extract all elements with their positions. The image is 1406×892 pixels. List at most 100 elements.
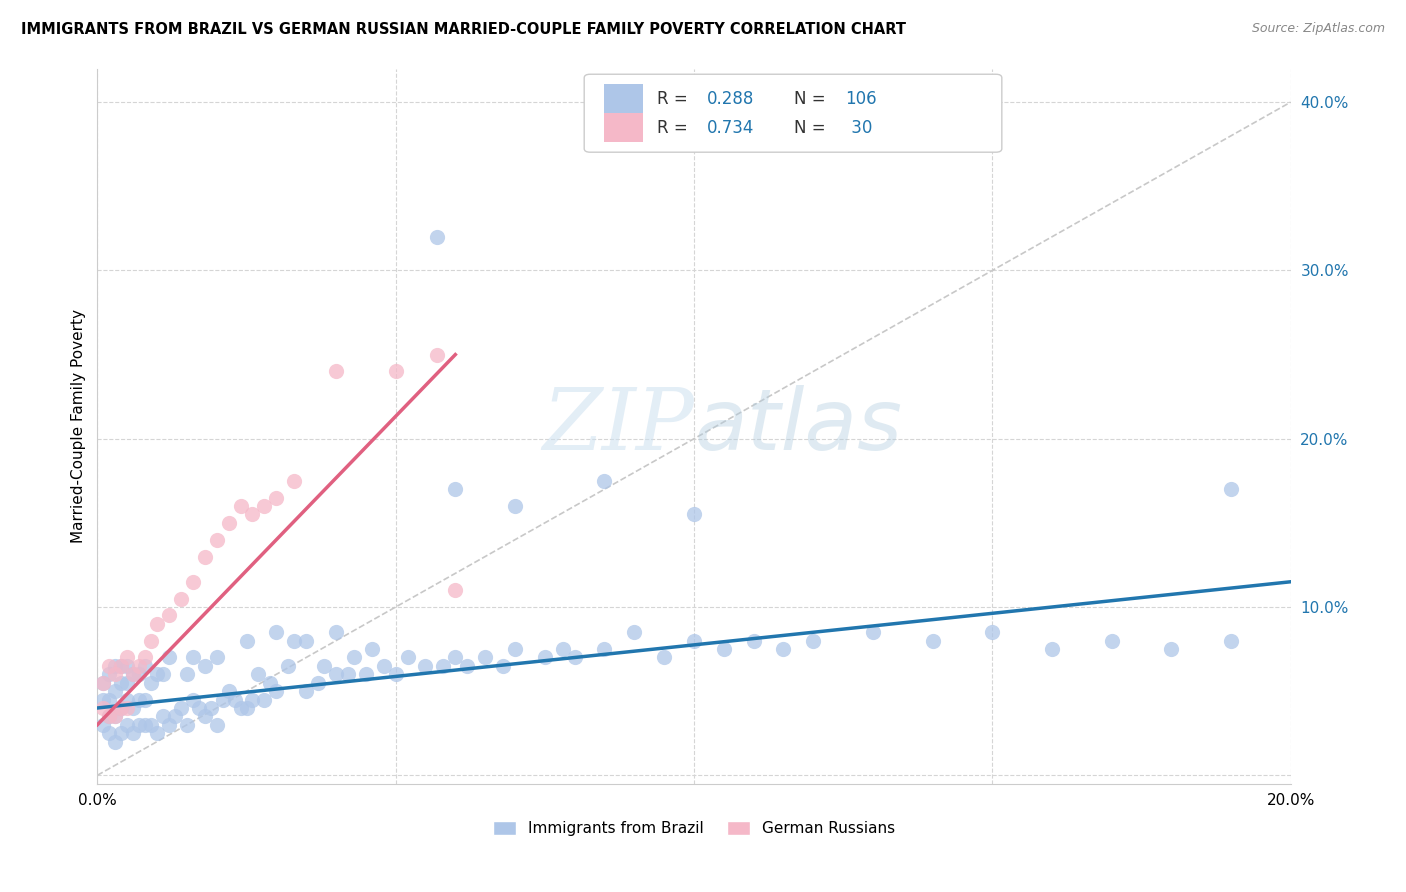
- Point: [146, 616, 169, 631]
- Point: [128, 659, 150, 673]
- Point: [295, 633, 318, 648]
- Point: [277, 659, 299, 673]
- Bar: [605, 85, 643, 113]
- Point: [110, 659, 132, 673]
- Point: [235, 701, 257, 715]
- Point: [242, 692, 264, 706]
- Point: [115, 692, 138, 706]
- Point: [91, 718, 114, 732]
- Text: IMMIGRANTS FROM BRAZIL VS GERMAN RUSSIAN MARRIED-COUPLE FAMILY POVERTY CORRELATI: IMMIGRANTS FROM BRAZIL VS GERMAN RUSSIAN…: [21, 22, 905, 37]
- Point: [170, 701, 193, 715]
- Point: [104, 684, 127, 698]
- Point: [343, 650, 366, 665]
- Point: [713, 642, 735, 657]
- Point: [98, 692, 121, 706]
- Point: [283, 633, 305, 648]
- Point: [253, 692, 276, 706]
- Point: [115, 675, 138, 690]
- Point: [564, 650, 586, 665]
- Point: [862, 625, 884, 640]
- Point: [181, 650, 204, 665]
- Point: [98, 667, 121, 681]
- Point: [91, 675, 114, 690]
- Text: 106: 106: [845, 90, 877, 108]
- Text: R =: R =: [657, 119, 693, 136]
- Text: 30: 30: [845, 119, 872, 136]
- Point: [492, 659, 515, 673]
- Point: [283, 474, 305, 488]
- Point: [683, 633, 706, 648]
- Point: [104, 709, 127, 723]
- Point: [1219, 633, 1241, 648]
- Point: [205, 533, 228, 547]
- Point: [593, 474, 616, 488]
- Point: [253, 499, 276, 513]
- Point: [354, 667, 377, 681]
- Point: [503, 499, 526, 513]
- Point: [336, 667, 359, 681]
- Point: [224, 692, 246, 706]
- Point: [91, 701, 114, 715]
- Text: N =: N =: [794, 119, 831, 136]
- Point: [384, 364, 406, 378]
- Point: [157, 650, 180, 665]
- Point: [456, 659, 478, 673]
- Point: [146, 726, 169, 740]
- Text: 0.734: 0.734: [707, 119, 755, 136]
- Point: [444, 583, 467, 598]
- Y-axis label: Married-Couple Family Poverty: Married-Couple Family Poverty: [72, 310, 86, 543]
- Point: [104, 734, 127, 748]
- Point: [110, 726, 132, 740]
- Point: [163, 709, 186, 723]
- Text: Source: ZipAtlas.com: Source: ZipAtlas.com: [1251, 22, 1385, 36]
- Point: [115, 659, 138, 673]
- Point: [801, 633, 824, 648]
- Point: [134, 718, 156, 732]
- Point: [325, 667, 347, 681]
- Point: [218, 516, 240, 530]
- Point: [128, 718, 150, 732]
- Point: [200, 701, 222, 715]
- Point: [396, 650, 419, 665]
- Point: [503, 642, 526, 657]
- Point: [742, 633, 765, 648]
- Bar: [605, 113, 643, 142]
- Point: [104, 709, 127, 723]
- Point: [128, 667, 150, 681]
- Point: [98, 726, 121, 740]
- Point: [115, 701, 138, 715]
- Point: [122, 726, 145, 740]
- Point: [218, 684, 240, 698]
- Point: [551, 642, 574, 657]
- Point: [772, 642, 794, 657]
- Point: [98, 709, 121, 723]
- Point: [176, 667, 198, 681]
- Point: [146, 667, 169, 681]
- Point: [139, 718, 162, 732]
- Point: [444, 482, 467, 496]
- Text: ZIP: ZIP: [543, 384, 695, 467]
- Point: [235, 633, 257, 648]
- Point: [115, 718, 138, 732]
- Point: [1219, 482, 1241, 496]
- Point: [139, 633, 162, 648]
- Point: [921, 633, 943, 648]
- Point: [247, 667, 270, 681]
- Point: [98, 709, 121, 723]
- Point: [152, 667, 174, 681]
- Point: [623, 625, 645, 640]
- Point: [266, 491, 288, 505]
- Point: [110, 701, 132, 715]
- Point: [312, 659, 335, 673]
- Text: 0.288: 0.288: [707, 90, 755, 108]
- Point: [187, 701, 209, 715]
- Point: [259, 675, 281, 690]
- Point: [205, 650, 228, 665]
- Point: [1101, 633, 1123, 648]
- Point: [432, 659, 454, 673]
- FancyBboxPatch shape: [585, 74, 1002, 153]
- Point: [229, 701, 252, 715]
- Point: [122, 667, 145, 681]
- Point: [426, 229, 449, 244]
- Point: [242, 508, 264, 522]
